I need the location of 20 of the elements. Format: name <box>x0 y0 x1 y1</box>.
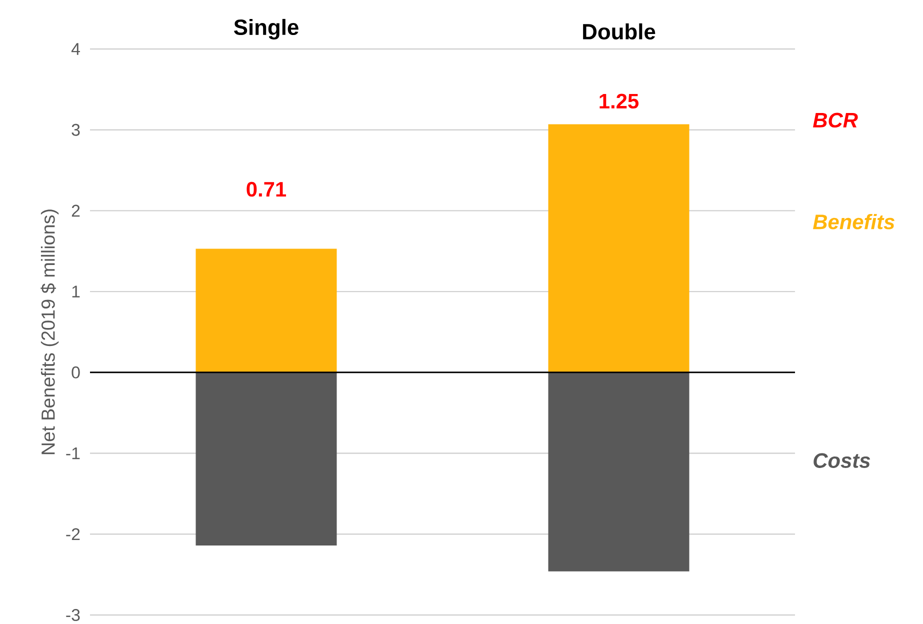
text: Costs <box>814 453 870 468</box>
y-tick-label: 1 <box>72 286 80 298</box>
bar <box>196 248 337 372</box>
y-tick-label: 2 <box>72 204 80 217</box>
annotation: 1.25 <box>600 94 639 109</box>
bar <box>196 372 337 546</box>
y-tick-label: 4 <box>71 43 80 55</box>
y-tick-label: -3 <box>66 609 80 621</box>
bar <box>548 124 690 372</box>
y-tick-label: 0 <box>72 366 80 378</box>
bar <box>548 372 690 572</box>
x-tick-label: Double <box>583 23 656 40</box>
x-tick-label: Single <box>234 18 298 40</box>
text: Benefits <box>813 214 894 230</box>
y-tick-label: -1 <box>66 447 80 460</box>
y-tick-label: 3 <box>72 124 80 136</box>
y-tick-label: -2 <box>66 528 80 540</box>
text: BCR <box>813 112 858 128</box>
annotation: 0.71 <box>246 182 286 197</box>
y-axis-title: Net Benefits (2019 $ millions) <box>40 210 59 454</box>
